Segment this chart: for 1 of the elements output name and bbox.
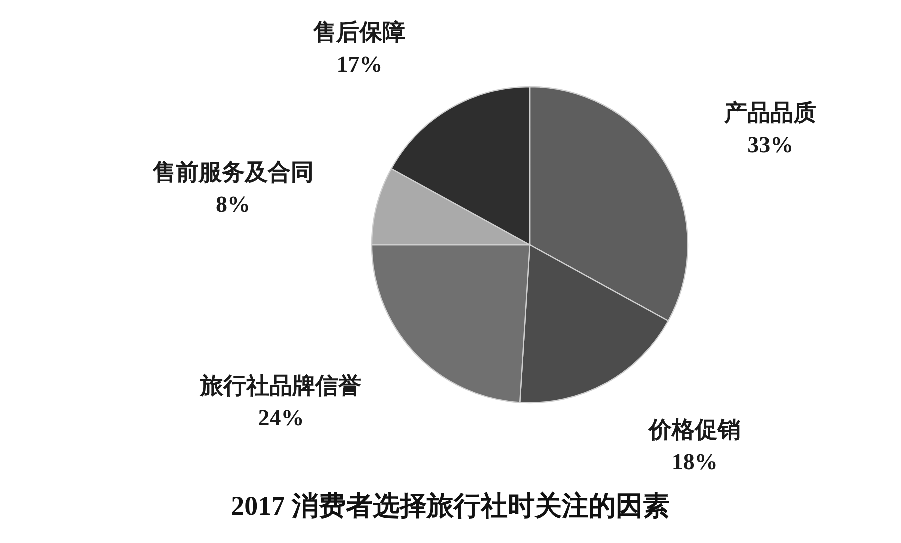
title: 2017 消费者选择旅行社时关注的因素 [231,491,670,521]
